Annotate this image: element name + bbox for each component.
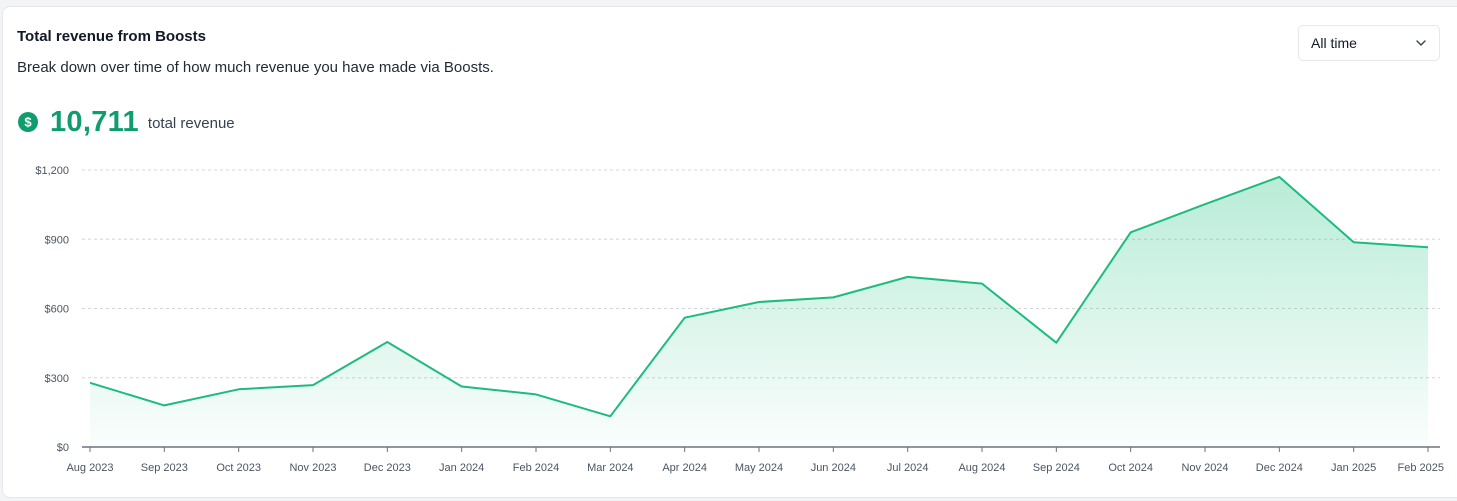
chevron-down-icon	[1416, 40, 1426, 46]
time-range-select[interactable]: All time	[1298, 25, 1440, 61]
dollar-circle-icon: $	[18, 112, 38, 132]
x-tick-label: Aug 2023	[66, 462, 113, 474]
x-tick-label: Feb 2025	[1398, 462, 1444, 474]
y-tick-label: $600	[45, 304, 69, 316]
x-tick-label: Dec 2024	[1256, 462, 1303, 474]
x-tick-label: Oct 2024	[1108, 462, 1153, 474]
y-tick-label: $0	[57, 442, 69, 454]
x-tick-label: Sep 2023	[141, 462, 188, 474]
total-revenue-value: 10,711	[50, 105, 139, 138]
total-revenue-summary: $ 10,711 total revenue	[18, 102, 235, 142]
x-tick-label: Aug 2024	[958, 462, 1005, 474]
x-tick-label: Nov 2024	[1181, 462, 1228, 474]
revenue-area-fill	[90, 176, 1428, 447]
x-tick-label: May 2024	[735, 462, 783, 474]
y-tick-label: $300	[45, 373, 69, 385]
x-tick-label: Mar 2024	[587, 462, 633, 474]
x-tick-label: Jan 2025	[1331, 462, 1376, 474]
x-tick-label: Jan 2024	[439, 462, 484, 474]
y-tick-label: $900	[45, 234, 69, 246]
y-tick-label: $1,200	[35, 165, 69, 177]
x-tick-label: Dec 2023	[364, 462, 411, 474]
total-revenue-label: total revenue	[147, 114, 235, 132]
time-range-selected-value: All time	[1311, 35, 1357, 51]
x-tick-label: Jun 2024	[811, 462, 856, 474]
svg-text:$: $	[24, 115, 32, 130]
x-tick-label: Feb 2024	[513, 462, 559, 474]
x-tick-label: Jul 2024	[887, 462, 929, 474]
x-tick-label: Oct 2023	[216, 462, 261, 474]
card-title: Total revenue from Boosts	[17, 28, 206, 45]
x-tick-label: Apr 2024	[662, 462, 707, 474]
x-tick-label: Nov 2023	[289, 462, 336, 474]
revenue-series-line	[89, 175, 1429, 418]
x-tick-label: Sep 2024	[1033, 462, 1080, 474]
card-subtitle: Break down over time of how much revenue…	[17, 59, 494, 76]
